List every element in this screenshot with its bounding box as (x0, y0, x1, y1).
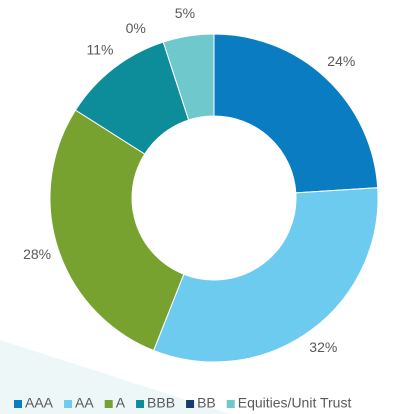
slice (49, 109, 185, 352)
legend-swatch (104, 400, 113, 408)
slice (213, 33, 379, 194)
slice (162, 33, 215, 121)
legend-swatch (226, 400, 235, 408)
legend-label: A (116, 395, 126, 411)
data-label: 32% (309, 339, 337, 355)
legend-label: AAA (25, 395, 54, 411)
data-label: 24% (327, 53, 355, 69)
legend-label: BB (197, 395, 216, 411)
legend-swatch (64, 400, 73, 408)
legend-label: AA (75, 395, 94, 411)
slice (152, 187, 379, 363)
data-label: 5% (175, 5, 195, 21)
legend-swatch (136, 400, 145, 408)
legend-swatch (14, 400, 22, 408)
legend-label: BBB (147, 395, 175, 411)
background-shape (0, 340, 230, 414)
legend-swatch (186, 400, 195, 408)
data-label: 0% (126, 20, 146, 36)
legend-label: Equities/Unit Trust (238, 395, 352, 411)
data-label: 11% (87, 42, 114, 58)
data-label: 28% (23, 246, 51, 262)
